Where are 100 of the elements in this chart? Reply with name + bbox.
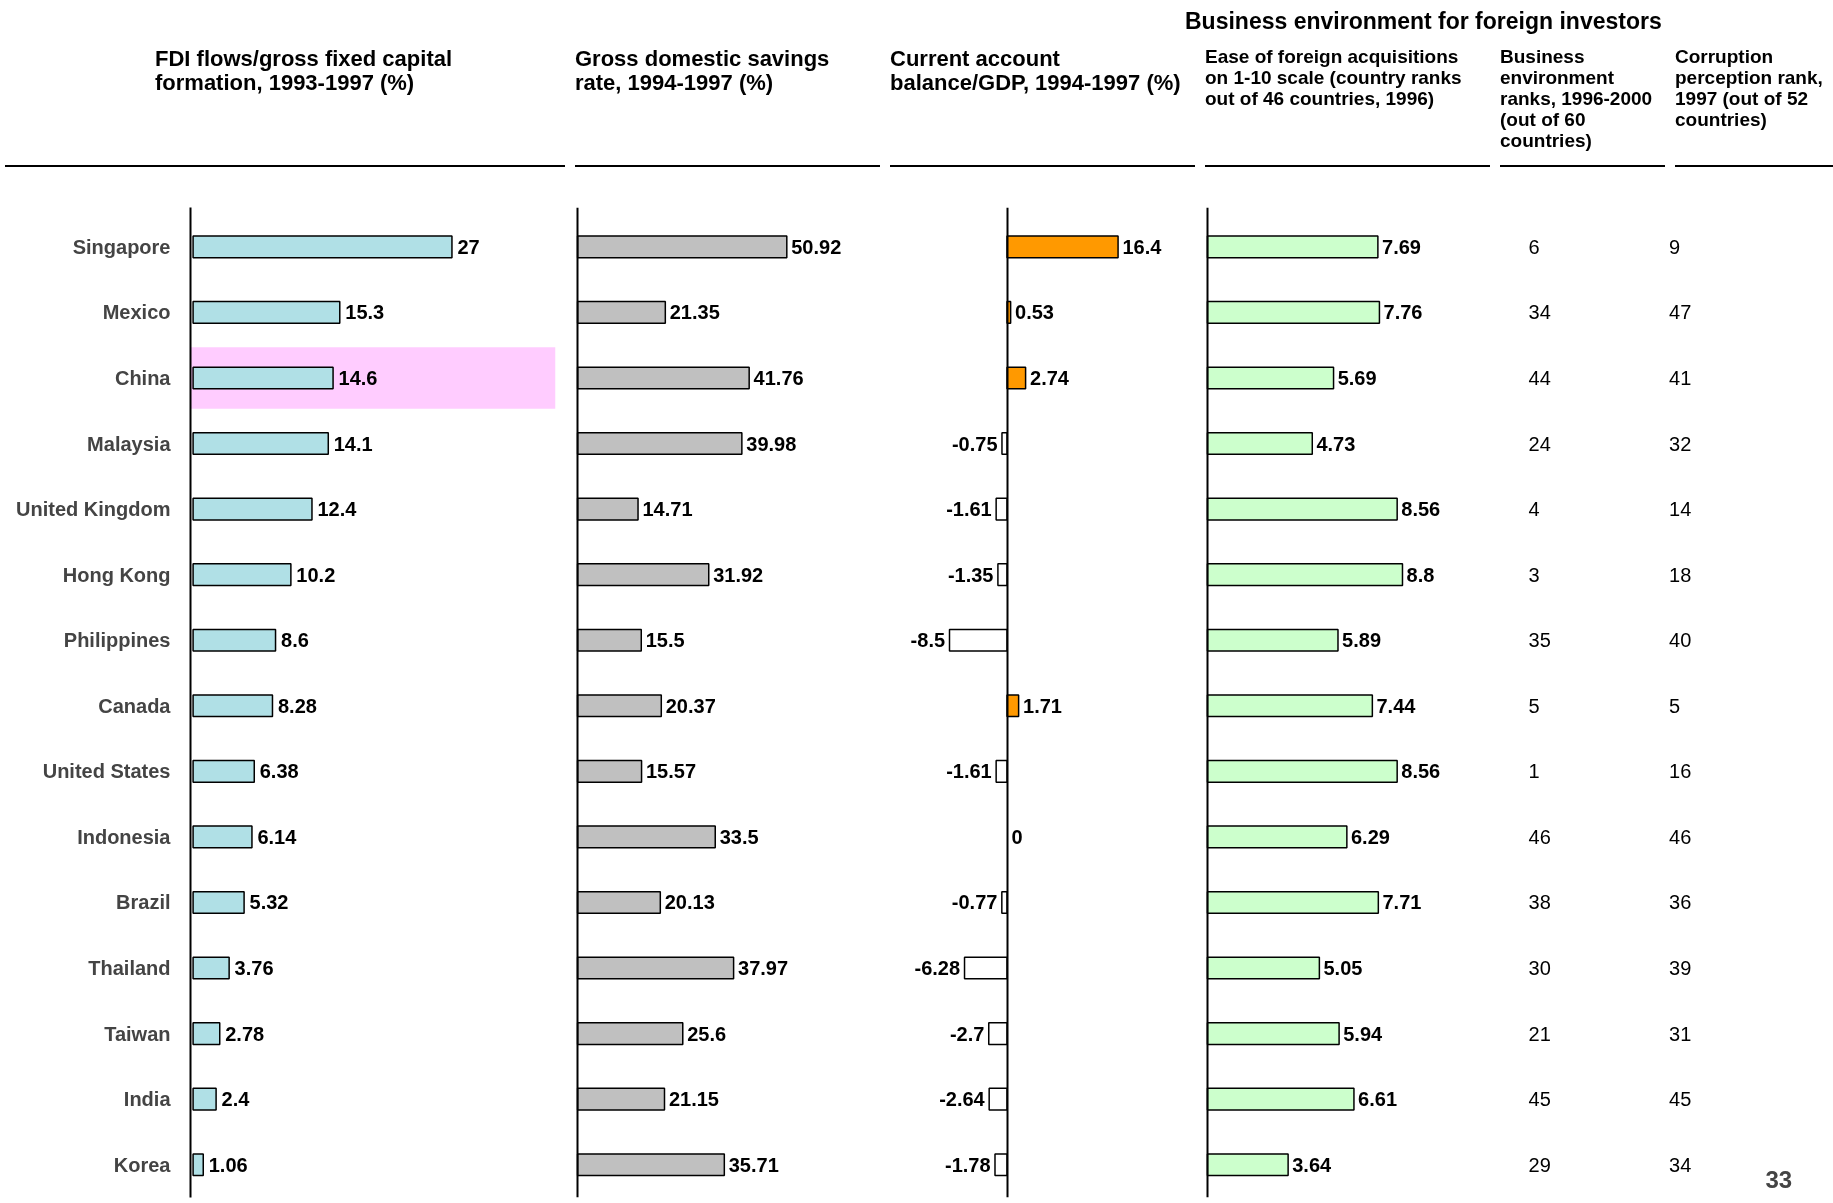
data-label: -1.78 [944,1153,991,1176]
data-label: 46 [1528,825,1551,848]
data-label: 12.4 [317,498,358,521]
data-label: 46 [1669,825,1692,848]
data-label: 6.29 [1350,825,1390,848]
data-label: -1.35 [947,563,994,586]
data-label: 7.76 [1383,301,1423,324]
data-label: 8.8 [1406,563,1435,586]
data-label: 39 [1669,957,1692,980]
data-label: 20.13 [664,891,715,914]
data-label: 29 [1528,1153,1551,1176]
data-label: 5.69 [1337,366,1377,389]
data-label: 5.94 [1343,1022,1384,1045]
data-label: 21 [1528,1022,1551,1045]
data-label: 14.6 [338,366,378,389]
data-label: 3.64 [1292,1153,1333,1176]
data-label: 35 [1528,629,1551,652]
chart-title: Gross domestic savings rate, 1994-1997 (%) [575,46,831,96]
data-label: 14.71 [642,498,693,521]
data-label: 0.53 [1015,301,1054,324]
data-label: 20.37 [665,694,716,717]
data-label: 7.71 [1382,891,1422,914]
data-label: 1.71 [1023,694,1062,717]
data-label: 45 [1528,1088,1551,1111]
data-label: 2.74 [1030,366,1070,389]
data-label: -6.28 [914,957,961,980]
data-label: 33.5 [719,825,759,848]
data-label: -2.64 [939,1088,986,1111]
data-label: 39.98 [746,432,797,455]
data-label: 9 [1669,235,1681,258]
data-label: 40 [1669,629,1692,652]
data-label: 47 [1669,301,1692,324]
annotation: 33 [1765,1165,1793,1193]
data-label: 1.06 [208,1153,248,1176]
data-label: 6.14 [257,825,298,848]
data-label: 50.92 [791,235,842,258]
chart-title: Ease of foreign acquisitions on 1-10 scale (country ranks out of 46 countries, 1996) [1205,46,1463,110]
y-tick-label: United States [42,760,171,783]
data-label: 1 [1528,760,1540,783]
data-label: 4.73 [1316,432,1356,455]
y-tick-label: Thailand [88,957,171,980]
data-label: 8.6 [281,629,309,652]
data-label: 5 [1528,694,1540,717]
data-label: 7.44 [1376,694,1417,717]
text: Business environment for foreign investors [1185,7,1662,36]
data-label: 7.69 [1382,235,1421,258]
data-label: 31 [1669,1022,1692,1045]
data-label: 45 [1669,1088,1692,1111]
data-label: 14 [1669,498,1692,521]
data-label: 5.32 [249,891,289,914]
data-label: 34 [1669,1153,1692,1176]
data-label: 14.1 [333,432,373,455]
y-tick-label: India [123,1088,172,1111]
chart-title: FDI flows/gross fixed capital formation, 1993-1997 (%) [155,46,454,96]
y-tick-label: Malaysia [87,432,172,455]
y-tick-label: Korea [113,1153,172,1176]
data-label: -8.5 [910,629,946,652]
data-label: 41.76 [753,366,804,389]
y-tick-label: China [114,366,172,389]
y-tick-label: Brazil [116,891,171,914]
data-label: 2.4 [221,1088,251,1111]
data-label: -0.77 [951,891,998,914]
data-label: -2.7 [949,1022,985,1045]
data-label: 34 [1528,301,1551,324]
data-label: 15.3 [345,301,385,324]
data-label: 3 [1528,563,1540,586]
data-label: -1.61 [946,498,992,521]
data-label: 2.78 [225,1022,265,1045]
data-label: 15.57 [645,760,697,783]
data-label: 6.61 [1358,1088,1398,1111]
data-label: 24 [1528,432,1551,455]
data-label: 38 [1528,891,1551,914]
data-label: 27 [457,235,480,258]
x-tick-label: Corruption perception rank, 1997 (out of 52 countries) [1675,46,1824,131]
data-label: 3.76 [234,957,274,980]
data-label: 6.38 [259,760,299,783]
data-label: 8.56 [1401,498,1441,521]
data-label: 31.92 [713,563,764,586]
chart-title: Current account balance/GDP, 1994-1997 (%) [890,46,1182,96]
y-tick-label: United Kingdom [16,498,171,521]
y-tick-label: Mexico [102,301,171,324]
data-label: 25.6 [687,1022,727,1045]
y-tick-label: Hong Kong [62,563,171,586]
data-label: 0 [1011,825,1023,848]
data-label: -1.61 [946,760,992,783]
data-label: 37.97 [738,957,789,980]
data-label: 21.15 [668,1088,719,1111]
data-label: -0.75 [951,432,998,455]
data-label: 10.2 [296,563,336,586]
data-label: 8.28 [277,694,317,717]
data-label: 35.71 [728,1153,779,1176]
y-tick-label: Canada [98,694,172,717]
y-tick-label: Taiwan [104,1022,171,1045]
data-label: 16.4 [1122,235,1163,258]
data-label: 44 [1528,366,1551,389]
data-label: 41 [1669,366,1692,389]
data-label: 5.89 [1342,629,1382,652]
data-label: 16 [1669,760,1692,783]
y-tick-label: Singapore [72,235,171,258]
y-tick-label: Indonesia [77,825,172,848]
